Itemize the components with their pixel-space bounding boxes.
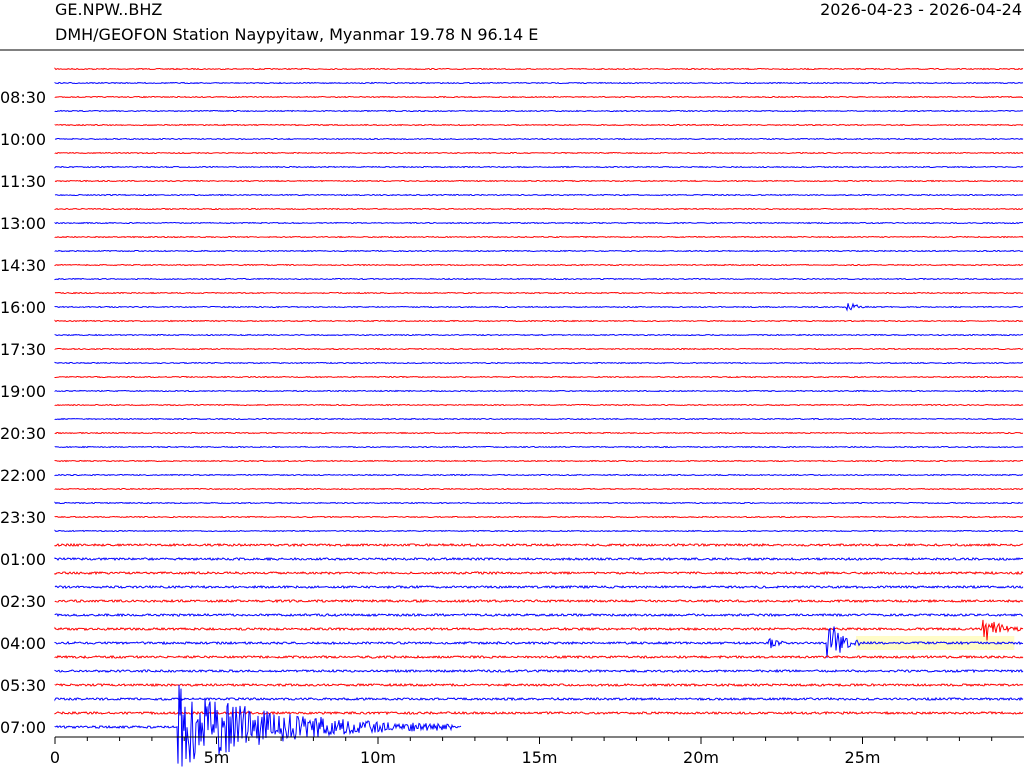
trace-line [54, 207, 1023, 211]
trace-line [54, 263, 1024, 267]
trace-line [54, 459, 1024, 463]
trace-line [54, 249, 1024, 253]
trace-line [54, 291, 1024, 295]
trace-line [54, 431, 1024, 435]
x-tick-label: 25m [845, 748, 881, 767]
trace-line [54, 684, 462, 767]
trace-line [54, 682, 1024, 688]
highlight-band [856, 636, 1015, 650]
trace-line [54, 556, 1024, 562]
trace-line [54, 584, 1024, 590]
y-tick-label: 10:00 [0, 130, 46, 149]
x-tick-label: 20m [683, 748, 719, 767]
trace-line [54, 445, 1024, 449]
trace-line [54, 403, 1024, 407]
y-tick-label: 01:00 [0, 550, 46, 569]
x-tick-label: 5m [204, 748, 230, 767]
date-range: 2026-04-23 - 2026-04-24 [820, 0, 1022, 19]
trace-line [54, 165, 1024, 169]
trace-line [54, 473, 1023, 477]
y-tick-label: 02:30 [0, 592, 46, 611]
trace-line [54, 179, 1024, 183]
y-tick-label: 08:30 [0, 88, 46, 107]
trace-line [54, 696, 1024, 702]
trace-line [54, 319, 1024, 323]
trace-line [54, 598, 1024, 604]
y-tick-label: 22:00 [0, 466, 46, 485]
y-tick-label: 20:30 [0, 424, 46, 443]
trace-line [54, 235, 1024, 239]
x-tick-label: 15m [522, 748, 558, 767]
trace-line [54, 529, 1024, 533]
trace-line [54, 389, 1024, 393]
highlight-layer [856, 636, 1015, 650]
station-code: GE.NPW..BHZ [55, 0, 163, 19]
trace-layer [54, 67, 1024, 767]
trace-line [54, 109, 1024, 113]
trace-line [54, 302, 1024, 312]
trace-line [54, 361, 1024, 365]
trace-line [54, 654, 1024, 660]
x-tick-label: 0 [50, 748, 60, 767]
trace-line [54, 515, 1024, 519]
y-tick-label: 14:30 [0, 256, 46, 275]
y-tick-label: 23:30 [0, 508, 46, 527]
x-axis: 0 5m 10m 15m 20m 25m [50, 736, 1024, 767]
trace-line [54, 81, 1024, 85]
trace-line [54, 193, 1024, 197]
trace-line [54, 375, 1024, 379]
trace-line [54, 95, 1023, 99]
y-tick-label: 19:00 [0, 382, 46, 401]
y-axis-labels: 08:30 10:00 11:30 13:00 14:30 16:00 17:30 19:00… [0, 88, 46, 737]
trace-line [54, 221, 1024, 225]
trace-line [54, 277, 1024, 281]
trace-line [54, 501, 1024, 505]
trace-line [54, 347, 1024, 351]
trace-line [54, 612, 1024, 618]
y-tick-label: 16:00 [0, 298, 46, 317]
trace-line [54, 626, 1024, 658]
trace-line [54, 137, 1024, 141]
x-tick-label: 10m [360, 748, 396, 767]
trace-line [54, 67, 1024, 71]
trace-line [54, 668, 1024, 674]
y-tick-label: 07:00 [0, 718, 46, 737]
trace-line [54, 417, 1024, 421]
y-tick-label: 13:00 [0, 214, 46, 233]
y-tick-label: 11:30 [0, 172, 46, 191]
trace-line [54, 487, 1024, 491]
y-tick-label: 04:00 [0, 634, 46, 653]
y-tick-label: 05:30 [0, 676, 46, 695]
trace-line [54, 333, 1023, 337]
station-description: DMH/GEOFON Station Naypyitaw, Myanmar 19… [55, 25, 539, 44]
y-tick-label: 17:30 [0, 340, 46, 359]
trace-line [54, 151, 1024, 155]
trace-line [54, 619, 1024, 641]
trace-line [54, 570, 1024, 576]
trace-line [54, 542, 1024, 548]
trace-line [54, 123, 1024, 127]
